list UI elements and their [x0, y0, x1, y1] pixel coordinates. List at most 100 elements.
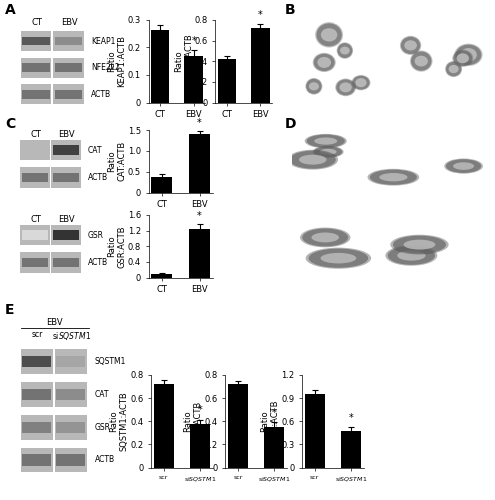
Ellipse shape — [300, 228, 350, 248]
Ellipse shape — [321, 28, 338, 42]
Bar — [154, 384, 174, 468]
Bar — [56, 356, 85, 367]
Text: CT: CT — [30, 130, 41, 138]
Text: scr: scr — [383, 132, 394, 141]
Ellipse shape — [305, 248, 371, 268]
Bar — [53, 146, 79, 155]
Bar — [53, 84, 84, 104]
Y-axis label: Ratio
CAT:ACTB: Ratio CAT:ACTB — [107, 141, 126, 182]
Bar — [54, 448, 87, 472]
Ellipse shape — [316, 24, 342, 46]
Bar — [20, 168, 50, 188]
Bar — [21, 448, 53, 472]
Bar — [22, 146, 49, 155]
Text: D: D — [285, 118, 296, 132]
Bar — [341, 430, 361, 468]
Text: ACTB: ACTB — [95, 456, 114, 464]
Ellipse shape — [460, 48, 477, 62]
Ellipse shape — [452, 50, 473, 67]
Ellipse shape — [290, 150, 336, 168]
Bar — [264, 427, 284, 468]
Ellipse shape — [454, 44, 483, 66]
Ellipse shape — [299, 154, 327, 164]
Bar — [22, 422, 51, 432]
Y-axis label: Ratio
GSR:ACTB: Ratio GSR:ACTB — [107, 225, 126, 268]
Y-axis label: Ratio
GSR:ACTB: Ratio GSR:ACTB — [260, 400, 280, 442]
Bar — [22, 356, 51, 367]
Ellipse shape — [445, 61, 462, 77]
Bar — [22, 230, 49, 240]
Ellipse shape — [308, 248, 368, 268]
Text: NFE2L2: NFE2L2 — [91, 63, 120, 72]
Bar — [251, 28, 270, 102]
Bar — [51, 168, 81, 188]
Bar — [218, 59, 236, 102]
Bar — [189, 228, 210, 278]
Text: *: * — [197, 118, 202, 128]
Ellipse shape — [309, 82, 319, 90]
Ellipse shape — [321, 253, 356, 264]
Bar — [22, 389, 51, 400]
Text: KEAP1: KEAP1 — [91, 36, 115, 46]
Bar — [185, 56, 203, 102]
Text: SQSTM1: SQSTM1 — [95, 357, 126, 366]
Ellipse shape — [306, 134, 345, 147]
Ellipse shape — [410, 50, 433, 71]
Bar — [20, 224, 50, 246]
Text: CT: CT — [30, 214, 41, 224]
Ellipse shape — [352, 76, 370, 90]
Ellipse shape — [390, 234, 448, 255]
Bar — [54, 382, 87, 406]
Ellipse shape — [370, 170, 417, 185]
Bar — [56, 422, 85, 432]
Ellipse shape — [320, 149, 337, 155]
Ellipse shape — [415, 56, 428, 66]
Bar — [53, 258, 79, 268]
Bar — [151, 176, 172, 192]
Ellipse shape — [313, 53, 336, 72]
Bar — [21, 350, 53, 374]
Ellipse shape — [453, 50, 472, 66]
Bar — [54, 63, 82, 72]
Ellipse shape — [312, 146, 344, 158]
Text: CAT: CAT — [95, 390, 109, 399]
Bar — [20, 252, 50, 273]
Text: A: A — [5, 2, 16, 16]
Text: ACTB: ACTB — [91, 90, 111, 99]
Text: B: B — [285, 2, 295, 16]
Ellipse shape — [355, 78, 367, 87]
Ellipse shape — [401, 36, 420, 54]
Ellipse shape — [314, 146, 342, 157]
Ellipse shape — [456, 54, 469, 64]
Ellipse shape — [305, 78, 322, 94]
Ellipse shape — [288, 150, 338, 170]
Ellipse shape — [411, 52, 432, 70]
Ellipse shape — [311, 232, 339, 242]
Ellipse shape — [397, 250, 426, 260]
Bar — [189, 134, 210, 192]
Ellipse shape — [340, 82, 352, 92]
Bar — [20, 140, 50, 160]
Ellipse shape — [446, 159, 481, 173]
Ellipse shape — [379, 173, 407, 182]
Y-axis label: Ratio
NFE2L2:ACTB: Ratio NFE2L2:ACTB — [174, 33, 193, 90]
Bar — [305, 394, 325, 468]
Text: CAT: CAT — [88, 146, 102, 154]
Text: C: C — [5, 118, 15, 132]
Bar — [56, 389, 85, 400]
Ellipse shape — [338, 43, 352, 58]
Text: si$\mathit{SQSTM1}$: si$\mathit{SQSTM1}$ — [52, 330, 91, 342]
Ellipse shape — [337, 42, 353, 59]
Ellipse shape — [367, 169, 419, 186]
Ellipse shape — [386, 246, 437, 266]
Text: scr: scr — [32, 330, 44, 339]
Bar — [56, 454, 85, 466]
Bar — [228, 384, 248, 468]
Ellipse shape — [455, 44, 481, 65]
Bar — [22, 454, 51, 466]
Ellipse shape — [453, 162, 474, 170]
Text: GSR: GSR — [88, 230, 104, 239]
Text: E: E — [5, 302, 14, 316]
Text: EBV: EBV — [380, 124, 397, 132]
Ellipse shape — [446, 62, 461, 76]
